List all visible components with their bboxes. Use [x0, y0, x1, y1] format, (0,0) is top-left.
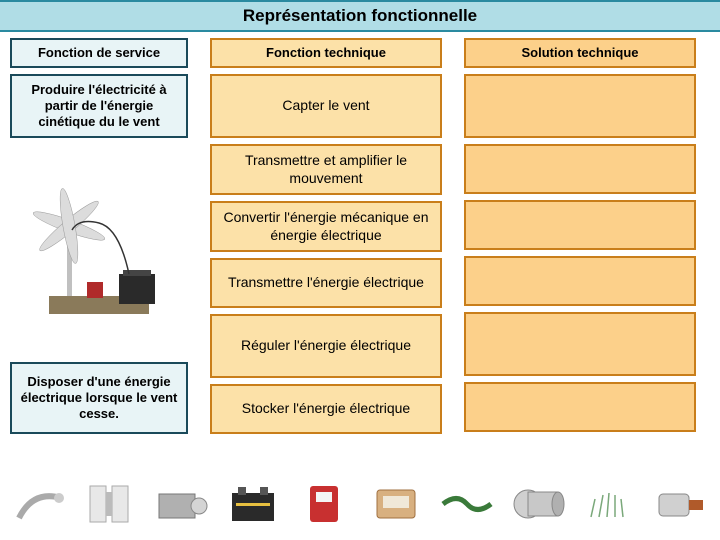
charger-icon — [366, 480, 426, 528]
brake-icon — [10, 480, 70, 528]
regulator-icon — [294, 480, 354, 528]
sol-transmit-elec — [464, 256, 696, 306]
hinge-icon — [81, 480, 141, 528]
component-strip — [10, 472, 710, 536]
tech-store: Stocker l'énergie électrique — [210, 384, 442, 434]
service-box-store: Disposer d'une énergie électrique lorsqu… — [10, 362, 188, 434]
service-box-produce: Produire l'électricité à partir de l'éne… — [10, 74, 188, 138]
sol-regulate — [464, 312, 696, 376]
gearbox-icon — [152, 480, 212, 528]
sol-transmit-motion — [464, 144, 696, 194]
motor-icon — [650, 480, 710, 528]
generator-icon — [508, 480, 568, 528]
tech-capture: Capter le vent — [210, 74, 442, 138]
tech-transmit-motion: Transmettre et amplifier le mouvement — [210, 144, 442, 195]
title-bar: Représentation fonctionnelle — [0, 0, 720, 32]
wind-turbine-icon — [10, 142, 188, 354]
service-column: Produire l'électricité à partir de l'éne… — [10, 74, 188, 434]
header-row: Fonction de service Fonction technique S… — [10, 38, 710, 68]
body-area: Produire l'électricité à partir de l'éne… — [10, 74, 710, 434]
sol-capture — [464, 74, 696, 138]
solution-column — [464, 74, 696, 434]
technique-column: Capter le vent Transmettre et amplifier … — [210, 74, 442, 434]
header-solution: Solution technique — [464, 38, 696, 68]
header-service: Fonction de service — [10, 38, 188, 68]
turbine-illustration-area — [10, 138, 188, 358]
tech-regulate: Réguler l'énergie électrique — [210, 314, 442, 378]
sensor-icon — [579, 480, 639, 528]
tech-transmit-elec: Transmettre l'énergie électrique — [210, 258, 442, 308]
cable-icon — [437, 480, 497, 528]
header-technique: Fonction technique — [210, 38, 442, 68]
page-title: Représentation fonctionnelle — [243, 6, 477, 26]
tech-convert: Convertir l'énergie mécanique en énergie… — [210, 201, 442, 252]
sol-store — [464, 382, 696, 432]
sol-convert — [464, 200, 696, 250]
battery-icon — [223, 480, 283, 528]
main-grid: Fonction de service Fonction technique S… — [0, 32, 720, 434]
